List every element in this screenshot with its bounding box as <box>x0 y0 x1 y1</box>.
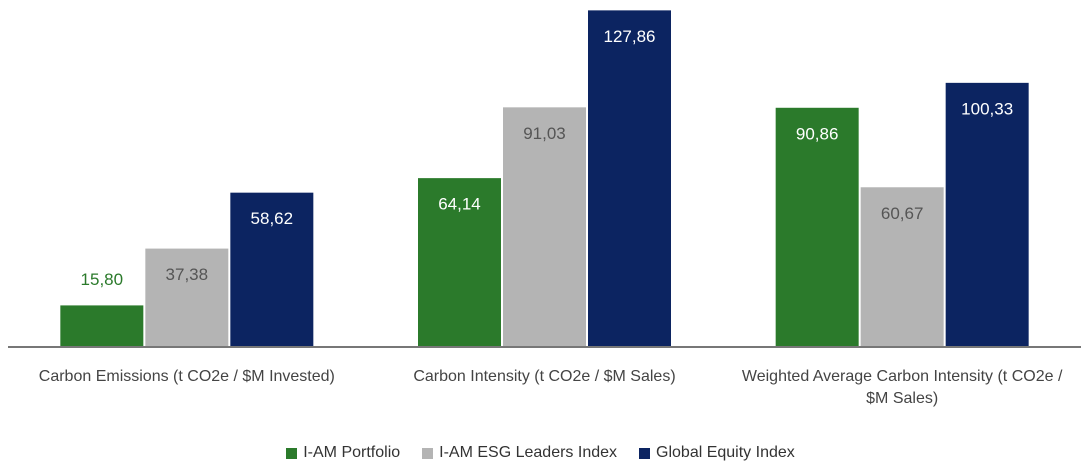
legend-swatch <box>639 447 651 459</box>
bar <box>418 178 501 347</box>
legend-label: Global Equity Index <box>656 444 795 461</box>
bar <box>860 187 944 347</box>
data-label: 15,80 <box>81 270 124 289</box>
data-label: 127,86 <box>604 27 656 46</box>
bar <box>945 82 1029 348</box>
plot: 15,80 37,38 58,62 64,14 91,03 127,86 90,86 60,6… <box>8 10 1081 348</box>
bar <box>60 305 144 347</box>
bar <box>230 192 314 347</box>
x-tick-label: Carbon Intensity (t CO2e / $M Sales) <box>413 368 676 385</box>
legend-item: Global Equity Index <box>639 444 795 462</box>
data-label: 37,38 <box>166 265 209 284</box>
bar <box>775 107 859 347</box>
legend-item: I-AM ESG Leaders Index <box>422 444 617 462</box>
legend-label: I-AM ESG Leaders Index <box>439 444 618 461</box>
legend-item: I-AM Portfolio <box>286 444 400 462</box>
data-label: 58,62 <box>251 209 294 228</box>
x-tick-label: Carbon Emissions (t CO2e / $M Invested) <box>38 368 335 385</box>
data-label: 100,33 <box>961 99 1013 118</box>
data-label: 90,86 <box>796 124 839 143</box>
data-label: 91,03 <box>523 124 566 143</box>
legend-label: I-AM Portfolio <box>303 444 401 461</box>
data-label: 64,14 <box>438 195 481 214</box>
legend-swatch <box>422 447 434 459</box>
bar <box>588 10 671 348</box>
data-label: 60,67 <box>881 204 924 223</box>
bar <box>145 248 229 347</box>
legend: I-AM Portfolio I-AM ESG Leaders Index Glob… <box>0 444 1081 462</box>
x-tick-label: Weighted Average Carbon Intensity (t CO2… <box>741 368 1063 407</box>
bar <box>503 107 586 347</box>
legend-swatch <box>286 447 298 459</box>
